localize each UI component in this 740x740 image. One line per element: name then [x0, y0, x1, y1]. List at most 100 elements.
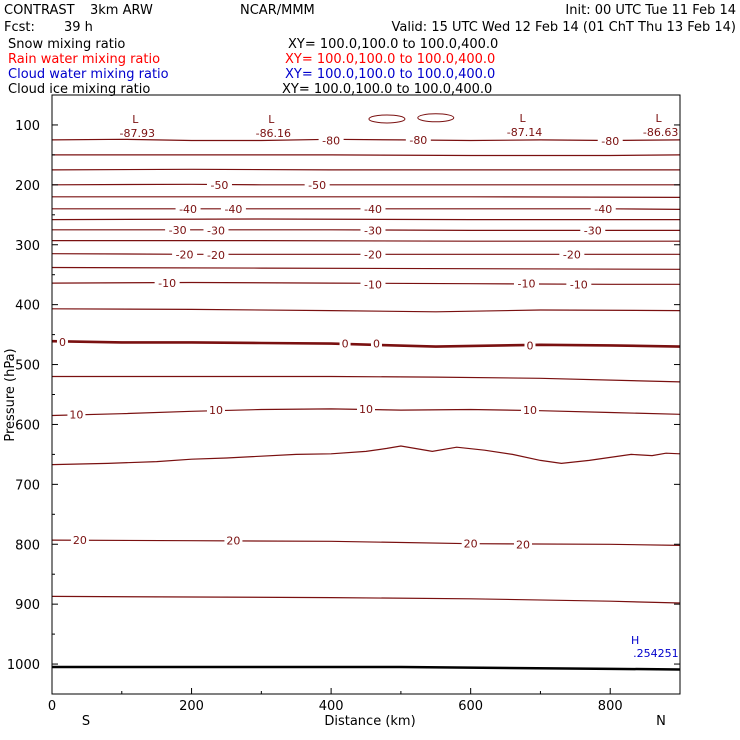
- contour-label: 10: [69, 408, 83, 421]
- model-name: 3km ARW: [90, 3, 153, 18]
- isotherm-line: [52, 240, 680, 242]
- isotherm-line: [52, 229, 680, 231]
- contour-label: -80: [322, 135, 340, 148]
- low-marker-letter: L: [268, 113, 275, 126]
- legend-cloud-ice-xy: XY= 100.0,100.0 to 100.0,400.0: [282, 82, 492, 97]
- isotherm-line: [51, 595, 681, 604]
- isotherm-line: [51, 339, 681, 348]
- plot-area: -80 -80 -80-50 -50-40 -40 -40 -40-30 -30 -30 -30-…: [7, 94, 681, 714]
- contour-label: -80: [409, 134, 427, 147]
- y-tick-label: 1000: [7, 658, 40, 673]
- contour-label-bg: [513, 277, 539, 290]
- y-axis-title: Pressure (hPa): [3, 348, 18, 441]
- isotherm-line: [51, 266, 681, 270]
- contour-label: 0: [59, 336, 66, 349]
- contour-label-bg: [206, 178, 232, 191]
- ground-surface-line: [52, 665, 681, 671]
- contour-label-bg: [165, 223, 191, 236]
- contour-label-bg: [360, 202, 386, 215]
- contour-label-bg: [339, 337, 351, 350]
- isotherm-line: [51, 539, 681, 546]
- y-tick-label: 300: [15, 239, 40, 254]
- contour-label: 20: [516, 538, 530, 551]
- contour-label: -30: [169, 224, 187, 237]
- low-marker-letter: L: [132, 113, 139, 126]
- contour-label: -30: [364, 224, 382, 237]
- contour-label-bg: [461, 537, 480, 550]
- init-time: Init: 00 UTC Tue 11 Feb 14: [565, 3, 736, 18]
- contour-label: -10: [364, 278, 382, 291]
- contour-label-bg: [220, 202, 246, 215]
- contour-label-bg: [203, 248, 229, 261]
- high-marker-letter: H: [631, 634, 639, 647]
- contour-label: 20: [73, 534, 87, 547]
- contour-label: -20: [207, 249, 225, 262]
- x-axis-title: Distance (km): [324, 714, 415, 729]
- low-marker-value: -87.14: [507, 126, 542, 139]
- contour-label: 0: [526, 339, 533, 352]
- isotherm-line: [52, 196, 681, 198]
- high-marker-value: .254251: [633, 647, 679, 660]
- fcst-value: 39 h: [64, 20, 93, 35]
- legend-snow-label: Snow mixing ratio: [8, 37, 125, 52]
- isotherm-line: [51, 218, 680, 221]
- contour-label-bg: [357, 402, 375, 415]
- low-marker-letter: L: [519, 112, 526, 125]
- contour-label: 0: [373, 338, 380, 351]
- tropopause-blob: [368, 114, 406, 124]
- x-tick-label: 0: [48, 699, 56, 714]
- contour-label-bg: [597, 135, 623, 148]
- legend-cloud-ice-label: Cloud ice mixing ratio: [8, 82, 150, 97]
- isotherm-line: [52, 375, 681, 383]
- x-tick-label: 800: [598, 699, 623, 714]
- center-name: NCAR/MMM: [240, 3, 315, 18]
- contour-label-bg: [224, 534, 243, 547]
- contour-label: -10: [570, 278, 588, 291]
- y-tick-label: 500: [15, 359, 40, 374]
- contour-label: -20: [176, 248, 194, 261]
- contour-label-bg: [520, 404, 539, 417]
- isotherm-line: [51, 253, 680, 255]
- contour-label-bg: [154, 277, 180, 290]
- y-tick-label: 400: [15, 299, 40, 314]
- north-end-label: N: [656, 714, 666, 729]
- legend-cloud-water-xy: XY= 100.0,100.0 to 100.0,400.0: [285, 67, 495, 82]
- low-marker-value: -86.63: [643, 126, 678, 139]
- isotherm-line: [52, 154, 681, 157]
- tropopause-blob: [417, 113, 455, 123]
- contour-label-bg: [70, 534, 89, 547]
- contour-label-bg: [318, 134, 344, 147]
- contour-label: -40: [224, 203, 242, 216]
- y-tick-label: 100: [15, 119, 40, 134]
- contour-label: -30: [584, 224, 602, 237]
- legend-snow-xy: XY= 100.0,100.0 to 100.0,400.0: [288, 37, 498, 52]
- isotherm-line: [51, 445, 681, 466]
- contour-label-bg: [172, 248, 198, 261]
- contour-label: 20: [464, 538, 478, 551]
- contour-label-bg: [590, 202, 616, 215]
- legend-rain-label: Rain water mixing ratio: [8, 52, 160, 67]
- contour-label-bg: [56, 335, 68, 348]
- isotherm-line: [51, 183, 680, 186]
- y-tick-label: 900: [15, 598, 40, 613]
- contour-label-bg: [206, 404, 225, 417]
- contour-label-bg: [360, 224, 386, 237]
- project-name: CONTRAST: [4, 3, 75, 18]
- contour-label-bg: [67, 408, 86, 421]
- contour-label: -50: [308, 179, 326, 192]
- legend-cloud-water-label: Cloud water mixing ratio: [8, 67, 169, 82]
- isotherm-line: [52, 208, 681, 210]
- valid-time: Valid: 15 UTC Wed 12 Feb 14 (01 ChT Thu …: [391, 20, 736, 35]
- contour-label: 20: [226, 535, 240, 548]
- contour-label: -50: [210, 179, 228, 192]
- y-tick-label: 200: [15, 179, 40, 194]
- isotherm-line: [51, 168, 680, 171]
- y-tick-label: 700: [15, 478, 40, 493]
- fcst-label: Fcst:: [4, 20, 35, 35]
- contour-label: -80: [601, 135, 619, 148]
- contour-label-bg: [405, 133, 431, 146]
- contour-label: -40: [179, 203, 197, 216]
- contour-label: 10: [359, 403, 373, 416]
- contour-label-bg: [566, 278, 592, 291]
